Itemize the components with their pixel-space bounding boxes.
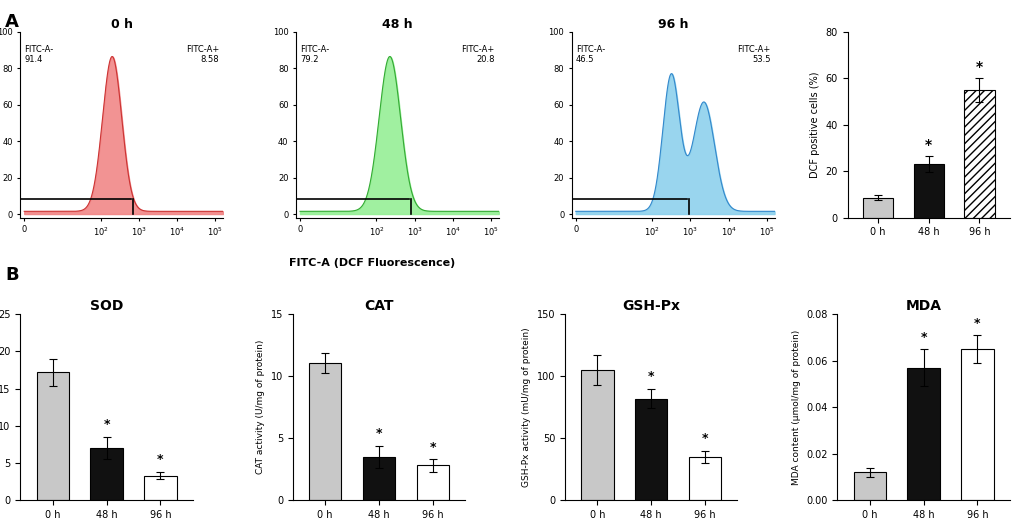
Y-axis label: DCF positive cells (%): DCF positive cells (%) [809,72,819,178]
Text: *: * [647,370,654,383]
Bar [853,472,886,500]
Bar [37,372,69,500]
Bar [91,448,122,500]
Text: *: * [157,453,163,466]
Text: A: A [5,13,19,31]
Y-axis label: GSH-Px activity (mU/mg of protein): GSH-Px activity (mU/mg of protein) [522,327,531,487]
Title: 96 h: 96 h [657,18,688,31]
Bar [363,457,394,500]
Text: *: * [919,330,926,344]
Y-axis label: CAT activity (U/mg of protein): CAT activity (U/mg of protein) [256,340,265,475]
Text: *: * [375,427,382,440]
Title: GSH-Px: GSH-Px [622,299,680,313]
Text: FITC-A+
53.5: FITC-A+ 53.5 [737,45,769,64]
Title: MDA: MDA [905,299,941,313]
Text: FITC-A-
46.5: FITC-A- 46.5 [576,45,604,64]
Y-axis label: MDA content (μmol/mg of protein): MDA content (μmol/mg of protein) [791,329,800,485]
Text: FITC-A+
8.58: FITC-A+ 8.58 [185,45,219,64]
Bar [635,398,666,500]
Bar [309,363,341,500]
Bar [907,368,938,500]
Bar [144,476,176,500]
Bar [963,90,994,218]
Bar [913,164,943,218]
Bar [688,457,720,500]
Text: *: * [103,418,110,431]
Text: *: * [429,440,435,454]
Text: FITC-A-
79.2: FITC-A- 79.2 [300,45,329,64]
Text: *: * [924,137,931,152]
Bar [581,370,613,500]
Title: 0 h: 0 h [111,18,132,31]
Bar [960,349,993,500]
Text: FITC-A-
91.4: FITC-A- 91.4 [24,45,54,64]
Text: *: * [975,60,982,74]
Text: *: * [701,432,707,445]
Bar [416,466,448,500]
Text: *: * [973,317,980,330]
Title: SOD: SOD [90,299,123,313]
Text: FITC-A (DCF Fluorescence): FITC-A (DCF Fluorescence) [289,258,454,268]
Title: CAT: CAT [364,299,393,313]
Text: FITC-A+
20.8: FITC-A+ 20.8 [461,45,494,64]
Title: 48 h: 48 h [382,18,413,31]
Text: B: B [5,266,18,284]
Bar [862,198,893,218]
